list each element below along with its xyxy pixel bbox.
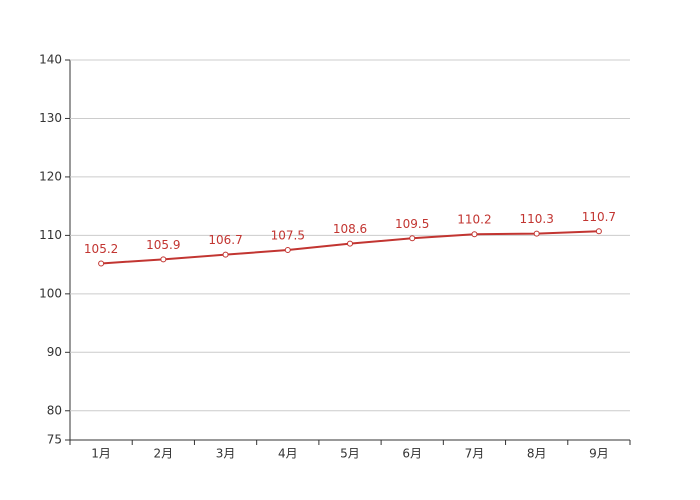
y-tick-label: 110 bbox=[39, 228, 62, 242]
x-tick-label: 5月 bbox=[340, 447, 360, 461]
x-tick-label: 3月 bbox=[216, 447, 236, 461]
point bbox=[471, 231, 478, 238]
y-tick-label: 90 bbox=[47, 345, 62, 359]
point bbox=[533, 230, 540, 237]
point bbox=[595, 228, 602, 235]
point bbox=[98, 260, 105, 267]
data-label: 105.2 bbox=[84, 242, 118, 256]
point bbox=[160, 256, 167, 263]
data-label: 108.6 bbox=[333, 222, 367, 236]
data-label: 110.2 bbox=[457, 213, 491, 227]
y-tick-label: 140 bbox=[39, 53, 62, 67]
x-tick-label: 4月 bbox=[278, 447, 298, 461]
data-label: 110.3 bbox=[519, 212, 553, 226]
y-tick-label: 120 bbox=[39, 169, 62, 183]
data-label: 105.9 bbox=[146, 238, 180, 252]
point bbox=[284, 247, 291, 253]
y-tick-label: 100 bbox=[39, 286, 62, 300]
x-tick-label: 1月 bbox=[91, 447, 111, 461]
x-tick-label: 8月 bbox=[527, 447, 547, 461]
x-tick-label: 6月 bbox=[402, 447, 422, 461]
y-tick-label: 130 bbox=[39, 111, 62, 125]
data-label: 107.5 bbox=[271, 229, 305, 243]
data-label: 110.7 bbox=[582, 210, 616, 224]
y-tick-label: 80 bbox=[47, 403, 62, 417]
point bbox=[347, 240, 353, 247]
y-tick-label: 75 bbox=[47, 433, 62, 447]
point bbox=[222, 251, 229, 258]
x-tick-label: 2月 bbox=[154, 447, 174, 461]
x-tick-label: 9月 bbox=[589, 447, 609, 461]
data-label: 109.5 bbox=[395, 217, 429, 231]
point bbox=[409, 235, 416, 242]
data-label: 106.7 bbox=[208, 233, 242, 247]
x-tick-label: 7月 bbox=[465, 447, 485, 461]
